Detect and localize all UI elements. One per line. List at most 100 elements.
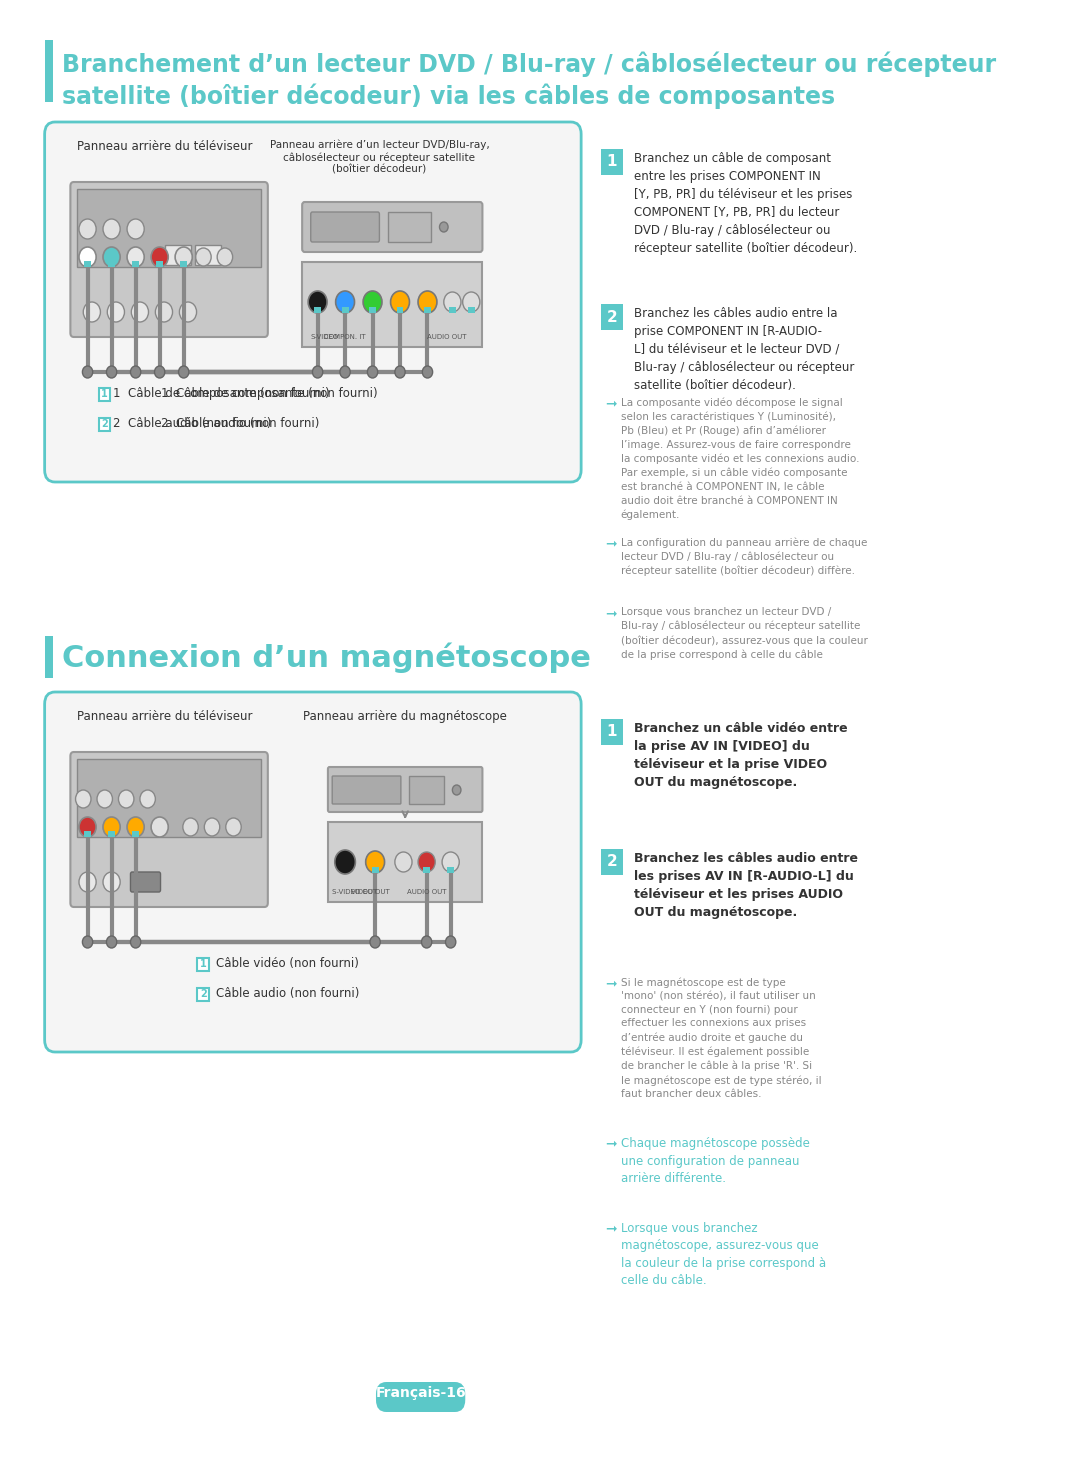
Circle shape: [444, 292, 461, 313]
FancyBboxPatch shape: [328, 768, 483, 812]
Bar: [328, 823, 483, 903]
Bar: [302, 262, 483, 347]
Circle shape: [103, 247, 120, 267]
Circle shape: [79, 219, 96, 239]
Text: 2: 2: [607, 855, 618, 870]
Text: ➞: ➞: [605, 608, 617, 621]
FancyBboxPatch shape: [333, 777, 401, 805]
Circle shape: [366, 851, 384, 873]
Circle shape: [127, 219, 145, 239]
Bar: [423, 867, 430, 873]
Text: Panneau arrière du magnétoscope: Panneau arrière du magnétoscope: [303, 710, 508, 723]
Text: Chaque magnétoscope possède
une configuration de panneau
arrière différente.: Chaque magnétoscope possède une configur…: [621, 1137, 810, 1186]
Text: S-VIDEO: S-VIDEO: [311, 333, 339, 339]
Bar: [449, 307, 456, 313]
Bar: [194, 245, 220, 265]
Text: 1: 1: [102, 388, 108, 399]
FancyBboxPatch shape: [376, 1383, 465, 1412]
Text: 1  Câble de composante (non fourni): 1 Câble de composante (non fourni): [113, 387, 329, 400]
Bar: [369, 307, 376, 313]
Circle shape: [418, 852, 435, 871]
Bar: [132, 831, 139, 837]
Bar: [372, 867, 379, 873]
Text: ➞: ➞: [605, 1223, 617, 1236]
Text: S-VIDEO OUT: S-VIDEO OUT: [333, 889, 377, 895]
Circle shape: [103, 817, 120, 837]
FancyBboxPatch shape: [44, 692, 581, 1052]
Circle shape: [195, 247, 212, 265]
Text: 2  Câble audio (non fourni): 2 Câble audio (non fourni): [161, 418, 320, 430]
Circle shape: [83, 302, 100, 322]
Text: 1: 1: [607, 725, 618, 740]
Bar: [98, 388, 110, 402]
Bar: [424, 307, 431, 313]
Circle shape: [175, 247, 192, 267]
Circle shape: [107, 937, 117, 948]
Circle shape: [178, 366, 189, 378]
Bar: [468, 307, 475, 313]
Text: Si le magnétoscope est de type
'mono' (non stéréo), il faut utiliser un
connecte: Si le magnétoscope est de type 'mono' (n…: [621, 977, 821, 1100]
Circle shape: [179, 302, 197, 322]
Circle shape: [97, 790, 112, 808]
Text: Branchez un câble de composant
entre les prises COMPONENT IN
[Y, PB, PR] du télé: Branchez un câble de composant entre les…: [634, 153, 856, 255]
Circle shape: [107, 366, 117, 378]
Circle shape: [140, 790, 156, 808]
Text: ➞: ➞: [605, 1137, 617, 1152]
Circle shape: [421, 937, 432, 948]
Circle shape: [79, 247, 96, 267]
Circle shape: [308, 290, 327, 313]
Bar: [600, 304, 623, 330]
Text: Panneau arrière d’un lecteur DVD/Blu-ray,
câblosélecteur ou récepteur satellite
: Panneau arrière d’un lecteur DVD/Blu-ray…: [270, 139, 489, 175]
Text: Connexion d’un magnétoscope: Connexion d’un magnétoscope: [62, 643, 591, 673]
Bar: [132, 261, 139, 267]
Circle shape: [367, 366, 378, 378]
Circle shape: [82, 366, 93, 378]
Bar: [388, 212, 431, 242]
Circle shape: [440, 222, 448, 233]
Text: Câble vidéo (non fourni): Câble vidéo (non fourni): [216, 957, 360, 971]
Circle shape: [335, 851, 355, 874]
Text: 1  Câble de composante (non fourni): 1 Câble de composante (non fourni): [161, 387, 378, 400]
Text: ➞: ➞: [605, 397, 617, 411]
Circle shape: [336, 290, 354, 313]
Bar: [314, 307, 321, 313]
Bar: [600, 849, 623, 874]
Circle shape: [183, 818, 199, 836]
Text: Branchez les câbles audio entre la
prise COMPONENT IN [R-AUDIO-
L] du téléviseur: Branchez les câbles audio entre la prise…: [634, 307, 854, 393]
Text: Branchez un câble vidéo entre
la prise AV IN [VIDEO] du
téléviseur et la prise V: Branchez un câble vidéo entre la prise A…: [634, 722, 847, 788]
Text: Câble audio (non fourni): Câble audio (non fourni): [216, 987, 360, 1000]
Circle shape: [395, 366, 405, 378]
Text: 2: 2: [102, 419, 108, 428]
Bar: [396, 307, 404, 313]
FancyBboxPatch shape: [70, 751, 268, 907]
Circle shape: [442, 852, 459, 871]
Circle shape: [453, 785, 461, 794]
Bar: [180, 261, 187, 267]
Circle shape: [132, 302, 149, 322]
Circle shape: [395, 852, 413, 871]
FancyBboxPatch shape: [70, 182, 268, 336]
Text: COMPON. IT: COMPON. IT: [324, 333, 366, 339]
Circle shape: [127, 247, 145, 267]
Text: satellite (boîtier décodeur) via les câbles de composantes: satellite (boîtier décodeur) via les câb…: [62, 83, 835, 108]
Text: VIDEO OUT: VIDEO OUT: [351, 889, 390, 895]
Text: Français-16: Français-16: [376, 1386, 465, 1400]
Circle shape: [79, 871, 96, 892]
Text: La configuration du panneau arrière de chaque
lecteur DVD / Blu-ray / câblosélec: La configuration du panneau arrière de c…: [621, 536, 867, 576]
Text: Lorsque vous branchez un lecteur DVD /
Blu-ray / câblosélecteur ou récepteur sat: Lorsque vous branchez un lecteur DVD / B…: [621, 608, 867, 659]
Bar: [447, 867, 454, 873]
Bar: [341, 307, 349, 313]
Circle shape: [107, 302, 124, 322]
Circle shape: [131, 366, 140, 378]
Text: 2  Câble audio (non fourni): 2 Câble audio (non fourni): [113, 418, 272, 430]
Bar: [84, 261, 91, 267]
FancyBboxPatch shape: [44, 122, 581, 482]
Circle shape: [446, 937, 456, 948]
FancyBboxPatch shape: [302, 202, 483, 252]
Circle shape: [312, 366, 323, 378]
Text: La composante vidéo décompose le signal
selon les caractéristiques Y (Luminosité: La composante vidéo décompose le signal …: [621, 397, 859, 520]
Circle shape: [103, 219, 120, 239]
Circle shape: [422, 366, 433, 378]
Circle shape: [131, 937, 140, 948]
Text: 1: 1: [200, 959, 206, 969]
